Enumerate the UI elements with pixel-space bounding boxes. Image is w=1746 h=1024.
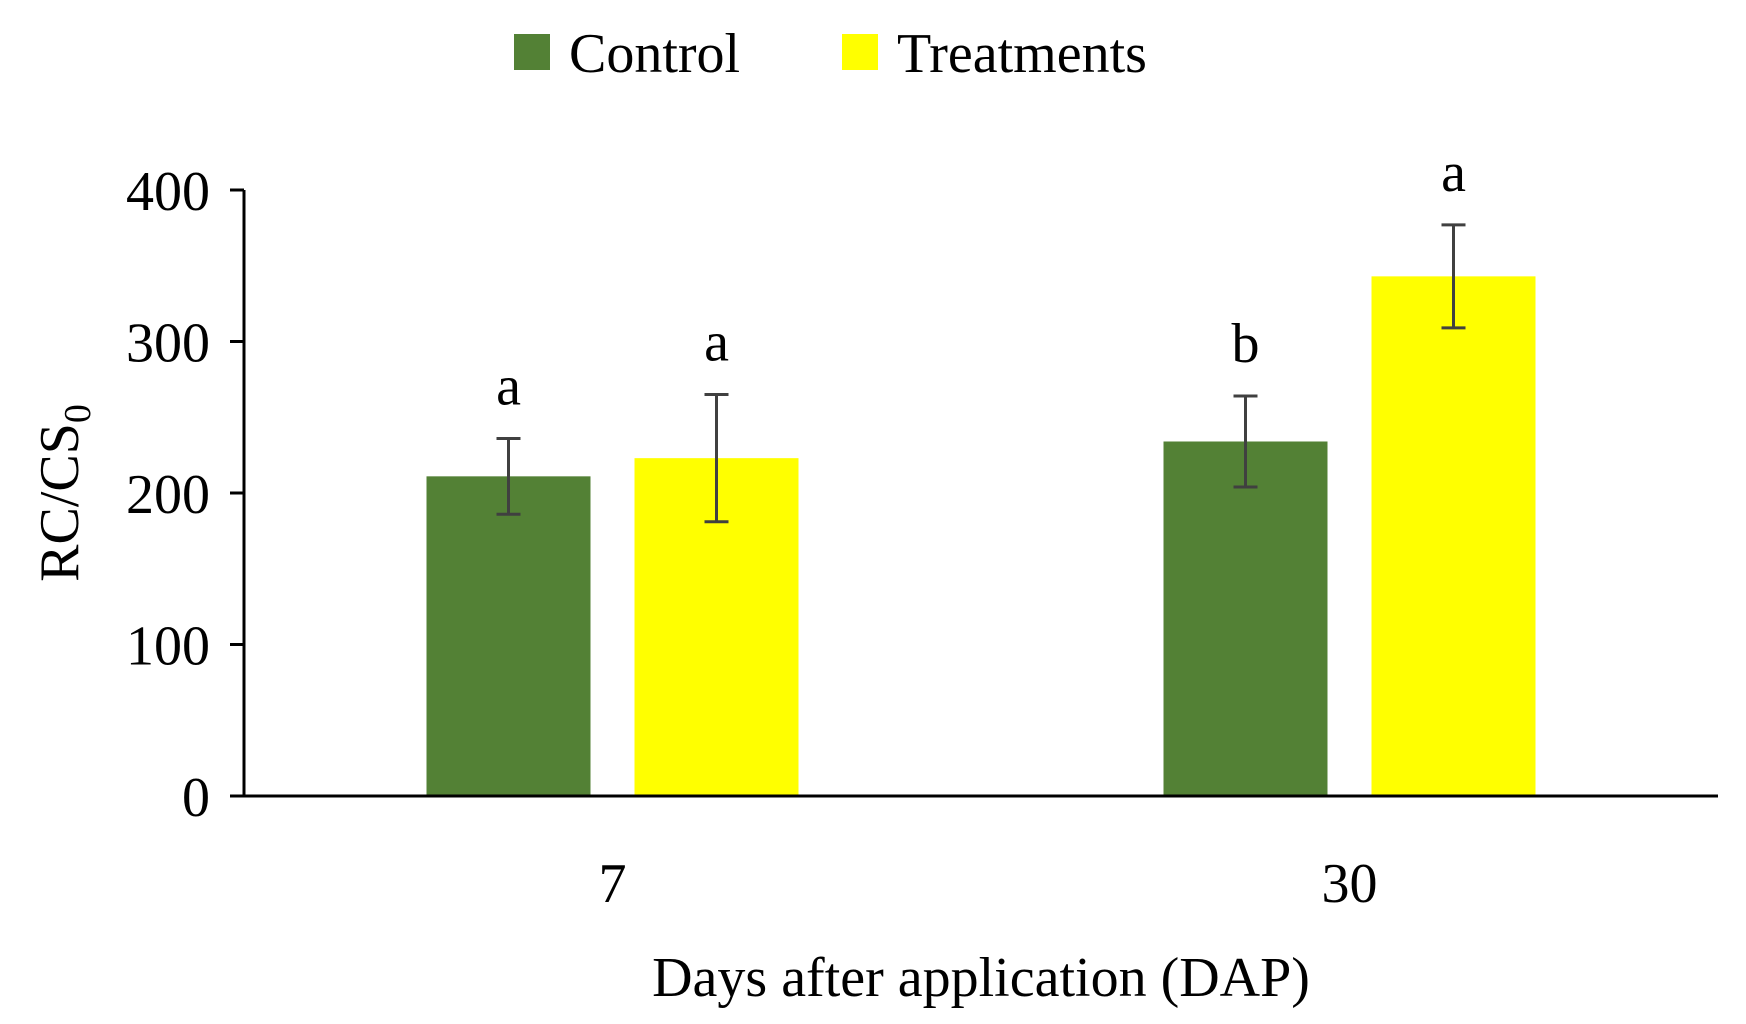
x-axis-label: Days after application (DAP) — [652, 947, 1310, 1009]
x-tick-label: 7 — [599, 853, 627, 915]
error-bar — [1441, 223, 1466, 330]
y-axis: 0 100 200 300 400 — [126, 161, 246, 829]
significance-label: a — [1441, 142, 1466, 204]
legend-label: Control — [569, 23, 740, 85]
legend-swatch — [842, 34, 878, 70]
bar-control-30 — [1163, 441, 1328, 796]
error-bar — [1233, 394, 1258, 489]
x-axis: 7 30 — [244, 794, 1718, 915]
significance-label: a — [496, 355, 521, 417]
legend-swatch — [514, 34, 550, 70]
legend-label: Treatments — [897, 23, 1147, 85]
y-axis-label: RC/CS0 — [29, 404, 99, 582]
y-tick-label: 400 — [126, 161, 210, 223]
x-tick-label: 30 — [1322, 853, 1378, 915]
legend-item-treatments: Treatments — [842, 23, 1147, 85]
bar-treatments-30 — [1371, 276, 1536, 797]
y-tick-label: 200 — [126, 464, 210, 526]
y-axis-label-main: RC/CS — [29, 423, 91, 582]
significance-label: a — [704, 312, 729, 374]
y-axis-label-subscript: 0 — [57, 404, 99, 423]
error-bar — [704, 393, 729, 524]
bars: a a b a — [426, 142, 1536, 797]
y-tick-label: 300 — [126, 313, 210, 375]
bar-control-7 — [426, 476, 591, 796]
legend: Control Treatments — [514, 23, 1147, 85]
y-tick-label: 0 — [182, 767, 210, 829]
legend-item-control: Control — [514, 23, 740, 85]
significance-label: b — [1232, 313, 1260, 375]
y-tick-label: 100 — [126, 616, 210, 678]
error-bar — [496, 436, 521, 516]
